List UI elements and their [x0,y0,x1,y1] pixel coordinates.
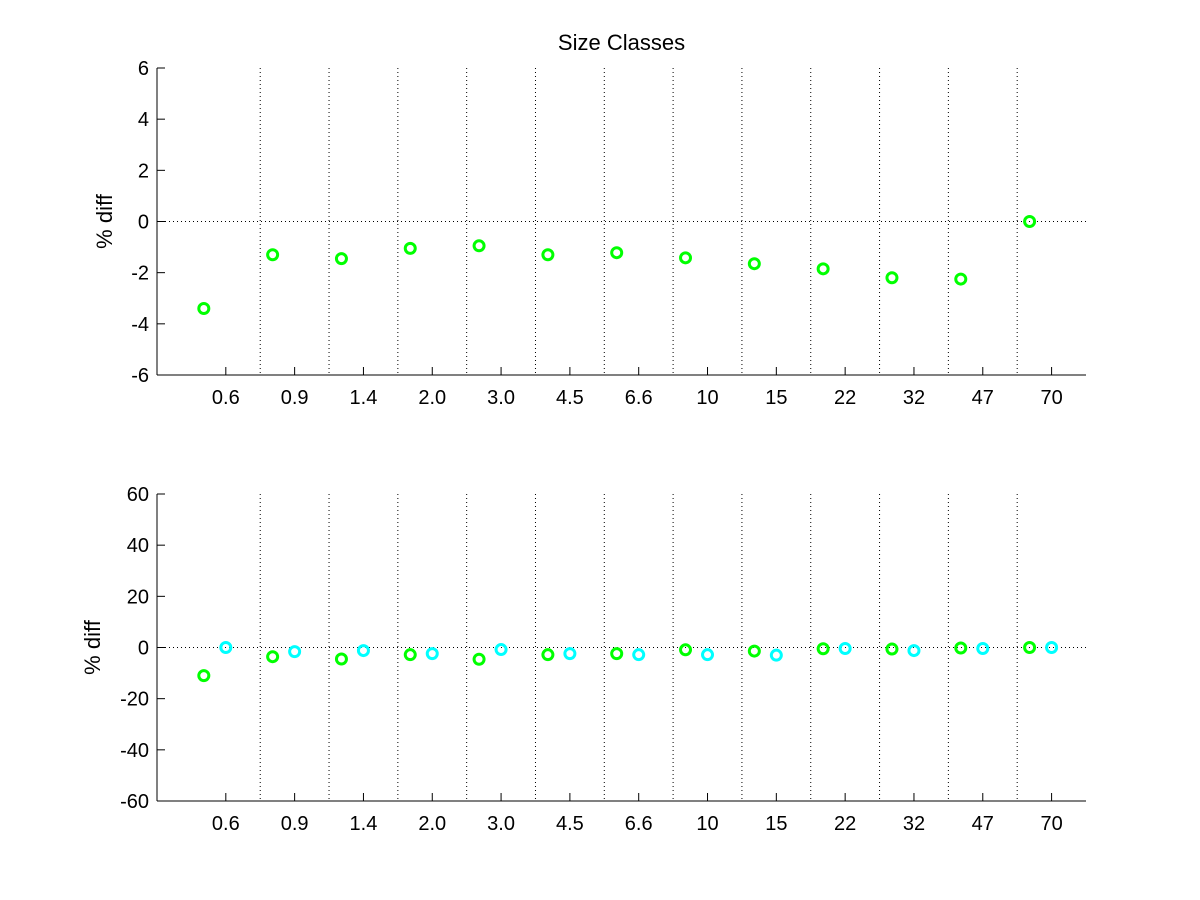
bottom-series-1-point [563,647,577,661]
bottom-series-0-point [334,652,348,666]
top-series-0-point [403,241,417,255]
top-x-tick-label: 22 [834,387,856,409]
top-series-0-point [541,248,555,262]
top-y-tick-label: 4 [138,109,149,131]
bottom-series-0-point [679,643,693,657]
top-series-0-point [1023,215,1037,228]
bottom-series-1-point [632,648,646,662]
top-y-tick-label: -4 [131,314,149,336]
bottom-x-tick-label: 4.5 [556,813,584,835]
top-y-tick-label: -6 [131,365,149,387]
top-series-0-point [472,239,486,253]
bottom-y-tick-label: 0 [138,638,149,660]
bottom-x-tick-label: 47 [972,813,994,835]
bottom-series-1-point [976,642,990,656]
top-y-tick-label: 2 [138,160,149,182]
top-y-tick-label: 6 [138,58,149,80]
bottom-y-tick-label: -20 [120,689,149,711]
bottom-x-tick-label: 6.6 [625,813,653,835]
bottom-series-1-point [356,644,370,658]
bottom-x-tick-label: 10 [696,813,718,835]
bottom-series-1-point [219,641,233,654]
bottom-series-0-point [610,647,624,661]
top-x-tick-label: 6.6 [625,387,653,409]
top-y-axis-title: % diff [92,193,117,249]
bottom-series-1-point [494,643,508,657]
bottom-series-0-point [1023,641,1037,654]
bottom-series-0-point [266,650,280,664]
top-series-0-point [679,251,693,265]
bottom-x-tick-label: 0.6 [212,813,240,835]
bottom-x-tick-label: 1.4 [350,813,378,835]
bottom-y-tick-label: 60 [127,484,149,506]
bottom-x-tick-label: 22 [834,813,856,835]
top-series-0-point [747,257,761,271]
bottom-x-tick-label: 70 [1040,813,1062,835]
top-x-tick-label: 0.9 [281,387,309,409]
bottom-y-tick-label: 20 [127,586,149,608]
bottom-series-1-point [838,642,852,656]
bottom-series-0-point [885,642,899,656]
top-series-0-point [334,252,348,266]
top-x-tick-label: 32 [903,387,925,409]
bottom-series-1-point [769,648,783,662]
bottom-series-1-point [907,644,921,658]
bottom-series-0-point [472,652,486,666]
bottom-x-tick-label: 32 [903,813,925,835]
bottom-y-tick-label: -60 [120,791,149,813]
top-y-tick-label: 0 [138,212,149,234]
bottom-series-1-point [1045,641,1059,654]
bottom-x-tick-label: 0.9 [281,813,309,835]
top-x-tick-label: 1.4 [350,387,378,409]
bottom-series-1-point [701,648,715,662]
top-y-tick-label: -2 [131,263,149,285]
top-x-tick-label: 4.5 [556,387,584,409]
bottom-series-0-point [541,648,555,662]
top-x-tick-label: 10 [696,387,718,409]
bottom-series-1-point [288,645,302,659]
top-x-tick-label: 47 [972,387,994,409]
bottom-y-tick-label: -40 [120,740,149,762]
bottom-panel: 60 40 20 0 -20 -40 -60 0.6 0.9 1.4 2.0 3.0 4.5 6.6 10 1… [80,484,1086,835]
top-panel: 6 4 2 0 -2 -4 -6 0.6 0.9 1.4 2.0 3.0 4.5 6.6 10 15 22 32 4… [92,30,1086,409]
bottom-x-tick-label: 2.0 [418,813,446,835]
bottom-y-axis-title: % diff [80,619,105,675]
top-x-tick-label: 15 [765,387,787,409]
top-series-0-point [816,262,830,276]
top-chart-title: Size Classes [558,30,685,55]
top-x-tick-label: 70 [1040,387,1062,409]
top-series-0-point [885,271,899,285]
bottom-series-0-point [403,648,417,662]
top-x-tick-label: 3.0 [487,387,515,409]
bottom-y-tick-label: 40 [127,535,149,557]
bottom-x-tick-label: 15 [765,813,787,835]
bottom-x-tick-label: 3.0 [487,813,515,835]
bottom-series-0-point [816,642,830,656]
bottom-series-0-point [954,641,968,655]
bottom-series-1-point [425,647,439,661]
bottom-series-0-point [197,669,211,683]
top-x-tick-label: 2.0 [418,387,446,409]
top-series-0-point [954,272,968,286]
top-series-0-point [610,246,624,260]
top-series-0-point [266,248,280,262]
top-x-tick-label: 0.6 [212,387,240,409]
bottom-series-0-point [747,644,761,658]
top-series-0-point [197,301,211,315]
